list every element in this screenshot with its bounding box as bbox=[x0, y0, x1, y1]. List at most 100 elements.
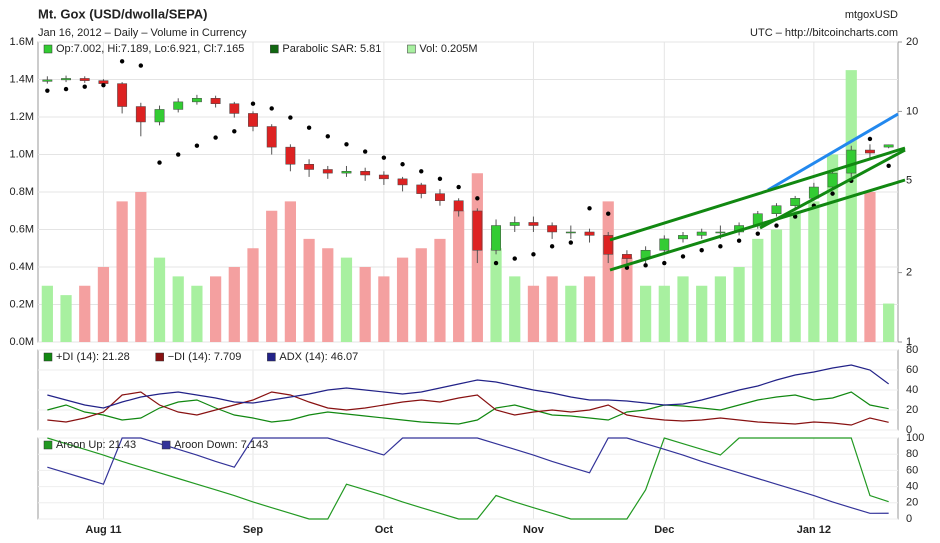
y-left-tick-label: 0.6M bbox=[10, 223, 34, 235]
sar-dot bbox=[63, 86, 69, 92]
legend-swatch bbox=[43, 440, 53, 450]
indicator-line bbox=[47, 391, 889, 426]
y-right-tick-label: 80 bbox=[906, 448, 918, 460]
candle-body bbox=[771, 205, 782, 214]
legend-swatch bbox=[407, 44, 416, 54]
volume-bar bbox=[247, 248, 259, 342]
chart-title: Mt. Gox (USD/dwolla/SEPA) bbox=[38, 6, 208, 21]
legend-swatch bbox=[161, 440, 171, 450]
y-left-tick-label: 0.2M bbox=[10, 298, 34, 310]
x-tick-label: Oct bbox=[375, 524, 394, 536]
candle-body bbox=[678, 235, 688, 240]
candle-body bbox=[135, 106, 146, 123]
volume-bar bbox=[396, 257, 409, 342]
sar-dot bbox=[119, 59, 125, 64]
sar-dot bbox=[306, 125, 312, 130]
candle-body bbox=[191, 98, 202, 103]
trend-lines bbox=[609, 112, 906, 272]
marks: Aug 11 Sep Oct Nov Dec Jan 12 0.0M 0.2M 0.4M 0.6M… bbox=[10, 36, 925, 536]
y-right-tick-label: 20 bbox=[906, 36, 918, 48]
volume-bar bbox=[733, 267, 745, 342]
sar-dot bbox=[288, 115, 293, 120]
x-tick-label: Dec bbox=[654, 524, 674, 536]
volume-bar bbox=[714, 276, 726, 342]
volume-bar bbox=[696, 285, 708, 342]
legend-label: Aroon Up: 21.43 bbox=[56, 439, 136, 451]
volume-bar bbox=[770, 229, 783, 342]
candle-body bbox=[584, 231, 595, 236]
sar-dot bbox=[101, 82, 106, 88]
volume-bar bbox=[752, 238, 764, 342]
sar-dot bbox=[82, 84, 87, 89]
y-right-tick-label: 1 bbox=[906, 336, 912, 348]
volume-bar bbox=[808, 201, 820, 342]
volume-bar bbox=[602, 201, 614, 342]
sar-dot bbox=[437, 176, 443, 182]
volume-bar bbox=[546, 276, 558, 342]
volume-bar bbox=[359, 267, 371, 342]
y-right-tick-label: 0 bbox=[906, 513, 912, 525]
volume-bar bbox=[565, 285, 577, 342]
candle-body bbox=[285, 146, 296, 165]
y-left-tick-label: 1.2M bbox=[10, 111, 34, 123]
candle-body bbox=[210, 98, 221, 104]
sar-dot bbox=[157, 160, 162, 165]
indicator-line bbox=[47, 437, 889, 514]
trend-line bbox=[609, 146, 906, 242]
candle-body bbox=[846, 149, 857, 174]
volume-bar bbox=[415, 248, 427, 342]
volume-bar bbox=[677, 276, 689, 342]
candle-body bbox=[603, 235, 614, 255]
x-tick-label: Jan 12 bbox=[797, 524, 831, 536]
candle-body bbox=[229, 103, 240, 114]
indicator-line bbox=[47, 391, 889, 425]
indicator-line bbox=[47, 437, 889, 520]
candle-body bbox=[173, 101, 184, 110]
sar-dot bbox=[456, 184, 461, 190]
candle-body bbox=[509, 222, 520, 226]
sar-dot bbox=[867, 136, 873, 142]
sar-dot bbox=[606, 211, 611, 216]
volume-bar bbox=[340, 257, 353, 342]
candle-body bbox=[491, 225, 501, 251]
volume-bar bbox=[97, 267, 110, 342]
volume-bar bbox=[883, 303, 895, 342]
volume-bar bbox=[527, 285, 540, 342]
volume-bar bbox=[153, 257, 166, 342]
y-right-tick-label: 10 bbox=[906, 105, 918, 117]
volume-bar bbox=[826, 154, 839, 342]
candle-body bbox=[378, 174, 389, 180]
legend-swatch bbox=[43, 44, 53, 54]
candle-body bbox=[827, 172, 838, 188]
candle-body bbox=[715, 231, 726, 234]
candle-body bbox=[397, 178, 408, 186]
volume-bar bbox=[79, 285, 91, 342]
aroon-panel bbox=[37, 437, 899, 520]
sar-dot bbox=[475, 196, 480, 201]
candle-body bbox=[79, 78, 90, 81]
volume-bar bbox=[60, 295, 72, 342]
sar-dot bbox=[568, 240, 574, 245]
candle-body bbox=[528, 222, 539, 226]
legend-label: +DI (14): 21.28 bbox=[56, 351, 130, 363]
y-right-tick-label: 5 bbox=[906, 175, 912, 187]
candle-body bbox=[341, 171, 352, 174]
sar-dot bbox=[512, 256, 517, 261]
x-tick-label: Sep bbox=[243, 524, 263, 536]
volume-bar bbox=[116, 201, 128, 342]
source-url: UTC – http://bitcoincharts.com bbox=[750, 27, 898, 39]
volume-bar bbox=[434, 238, 446, 342]
sar-dot bbox=[736, 238, 742, 243]
sar-dot bbox=[699, 248, 704, 253]
sar-dot bbox=[213, 135, 218, 140]
y-left-tick-label: 0.0M bbox=[10, 336, 34, 348]
trend-line bbox=[767, 112, 899, 192]
volume-bar bbox=[789, 210, 801, 342]
volume-bar bbox=[658, 285, 670, 342]
candle-body bbox=[472, 210, 483, 251]
y-right-tick-label: 60 bbox=[906, 464, 918, 476]
y-left-tick-label: 0.8M bbox=[10, 186, 34, 198]
chart-subtitle: Jan 16, 2012 – Daily – Volume in Currenc… bbox=[38, 27, 247, 39]
candle-body bbox=[547, 225, 558, 233]
